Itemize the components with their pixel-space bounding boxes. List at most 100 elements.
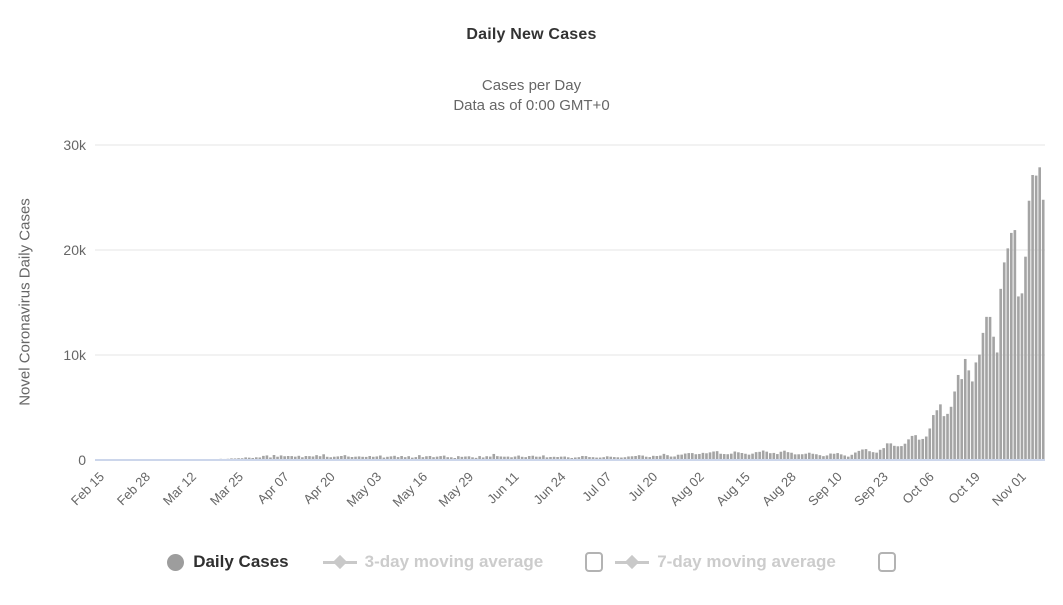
daily-cases-bar[interactable] (315, 455, 318, 460)
daily-cases-bar[interactable] (953, 391, 956, 460)
daily-cases-bar[interactable] (1024, 256, 1027, 460)
daily-cases-bar[interactable] (900, 446, 903, 460)
daily-cases-bar[interactable] (846, 456, 850, 460)
daily-cases-bar[interactable] (492, 453, 496, 460)
daily-cases-bar[interactable] (960, 379, 964, 460)
daily-cases-bar[interactable] (744, 453, 747, 460)
daily-cases-bar[interactable] (449, 457, 453, 460)
daily-cases-bar[interactable] (992, 336, 995, 460)
daily-cases-bar[interactable] (793, 454, 797, 460)
daily-cases-bar[interactable] (329, 457, 333, 460)
daily-cases-bar[interactable] (262, 455, 265, 460)
daily-cases-bar[interactable] (513, 456, 517, 460)
daily-cases-bar[interactable] (935, 410, 939, 460)
daily-cases-bar[interactable] (247, 457, 251, 460)
daily-cases-bar[interactable] (825, 455, 829, 460)
legend-item-7day-average[interactable]: 7-day moving average (615, 552, 836, 572)
daily-cases-bar[interactable] (254, 457, 258, 460)
daily-cases-bar[interactable] (301, 457, 304, 460)
daily-cases-bar[interactable] (471, 457, 474, 460)
daily-cases-bar[interactable] (995, 352, 999, 460)
daily-cases-bar[interactable] (347, 456, 350, 460)
daily-cases-bar[interactable] (751, 453, 754, 460)
daily-cases-bar[interactable] (460, 456, 464, 460)
daily-cases-bar[interactable] (1010, 232, 1013, 460)
daily-cases-bar[interactable] (552, 456, 556, 460)
daily-cases-bar[interactable] (854, 452, 857, 460)
daily-cases-bar[interactable] (283, 456, 286, 460)
daily-cases-bar[interactable] (790, 452, 793, 460)
daily-cases-bar[interactable] (807, 452, 811, 460)
daily-cases-bar[interactable] (637, 455, 641, 460)
daily-cases-bar[interactable] (861, 449, 864, 460)
daily-cases-bar[interactable] (386, 456, 389, 460)
daily-cases-bar[interactable] (868, 451, 871, 460)
daily-cases-bar[interactable] (659, 455, 662, 460)
daily-cases-bar[interactable] (754, 452, 758, 460)
daily-cases-bar[interactable] (549, 456, 552, 460)
daily-cases-bar[interactable] (1041, 199, 1045, 460)
daily-cases-bar[interactable] (354, 456, 357, 460)
daily-cases-bar[interactable] (566, 457, 570, 460)
daily-cases-bar[interactable] (644, 456, 648, 460)
daily-cases-bar[interactable] (574, 457, 577, 460)
daily-cases-bar[interactable] (988, 316, 992, 460)
daily-cases-bar[interactable] (924, 436, 928, 460)
daily-cases-bar[interactable] (474, 457, 478, 460)
daily-cases-bar[interactable] (613, 457, 616, 460)
daily-cases-bar[interactable] (740, 453, 744, 460)
daily-cases-bar[interactable] (666, 455, 669, 460)
daily-cases-bar[interactable] (304, 456, 308, 460)
daily-cases-bar[interactable] (1020, 293, 1024, 460)
daily-cases-bar[interactable] (442, 455, 446, 460)
daily-cases-bar[interactable] (421, 457, 425, 460)
daily-cases-bar[interactable] (584, 456, 588, 460)
daily-cases-bar[interactable] (481, 457, 485, 460)
daily-cases-bar[interactable] (311, 456, 315, 460)
daily-cases-bar[interactable] (889, 443, 893, 460)
daily-cases-bar[interactable] (839, 454, 843, 460)
daily-cases-bar[interactable] (382, 457, 386, 460)
daily-cases-bar[interactable] (531, 455, 535, 460)
daily-cases-bar[interactable] (921, 438, 925, 460)
daily-cases-bar[interactable] (832, 453, 836, 460)
daily-cases-bar[interactable] (687, 453, 691, 460)
daily-cases-bar[interactable] (822, 456, 825, 460)
daily-cases-bar[interactable] (276, 456, 279, 460)
daily-cases-bar[interactable] (336, 456, 340, 460)
daily-cases-bar[interactable] (609, 456, 613, 460)
daily-cases-bar[interactable] (290, 456, 294, 460)
daily-cases-bar[interactable] (694, 454, 698, 460)
daily-cases-bar[interactable] (676, 454, 680, 460)
daily-cases-bar[interactable] (722, 454, 726, 460)
daily-cases-bar[interactable] (410, 457, 414, 460)
daily-cases-bar[interactable] (971, 381, 974, 460)
daily-cases-bar[interactable] (620, 457, 623, 460)
daily-cases-bar[interactable] (719, 453, 722, 460)
daily-cases-bar[interactable] (602, 457, 605, 460)
daily-cases-bar[interactable] (446, 457, 450, 460)
daily-cases-bar[interactable] (967, 370, 971, 460)
daily-cases-bar[interactable] (308, 456, 311, 460)
daily-cases-bar[interactable] (478, 456, 481, 460)
daily-cases-bar[interactable] (882, 448, 886, 460)
daily-cases-bar[interactable] (786, 452, 790, 460)
daily-cases-bar[interactable] (981, 332, 985, 460)
daily-cases-bar[interactable] (322, 454, 325, 460)
daily-cases-bar[interactable] (956, 374, 960, 460)
daily-cases-bar[interactable] (520, 456, 524, 460)
daily-cases-bar[interactable] (588, 457, 591, 460)
daily-cases-bar[interactable] (768, 453, 772, 460)
daily-cases-bar[interactable] (556, 457, 559, 460)
daily-cases-bar[interactable] (634, 456, 637, 460)
daily-cases-bar[interactable] (368, 456, 372, 460)
daily-cases-bar[interactable] (1038, 167, 1041, 460)
daily-cases-bar[interactable] (932, 415, 935, 460)
daily-cases-bar[interactable] (595, 457, 598, 460)
daily-cases-bar[interactable] (779, 451, 783, 460)
daily-cases-bar[interactable] (875, 452, 878, 460)
daily-cases-bar[interactable] (910, 435, 914, 460)
daily-cases-bar[interactable] (669, 456, 673, 460)
daily-cases-bar[interactable] (885, 443, 889, 460)
